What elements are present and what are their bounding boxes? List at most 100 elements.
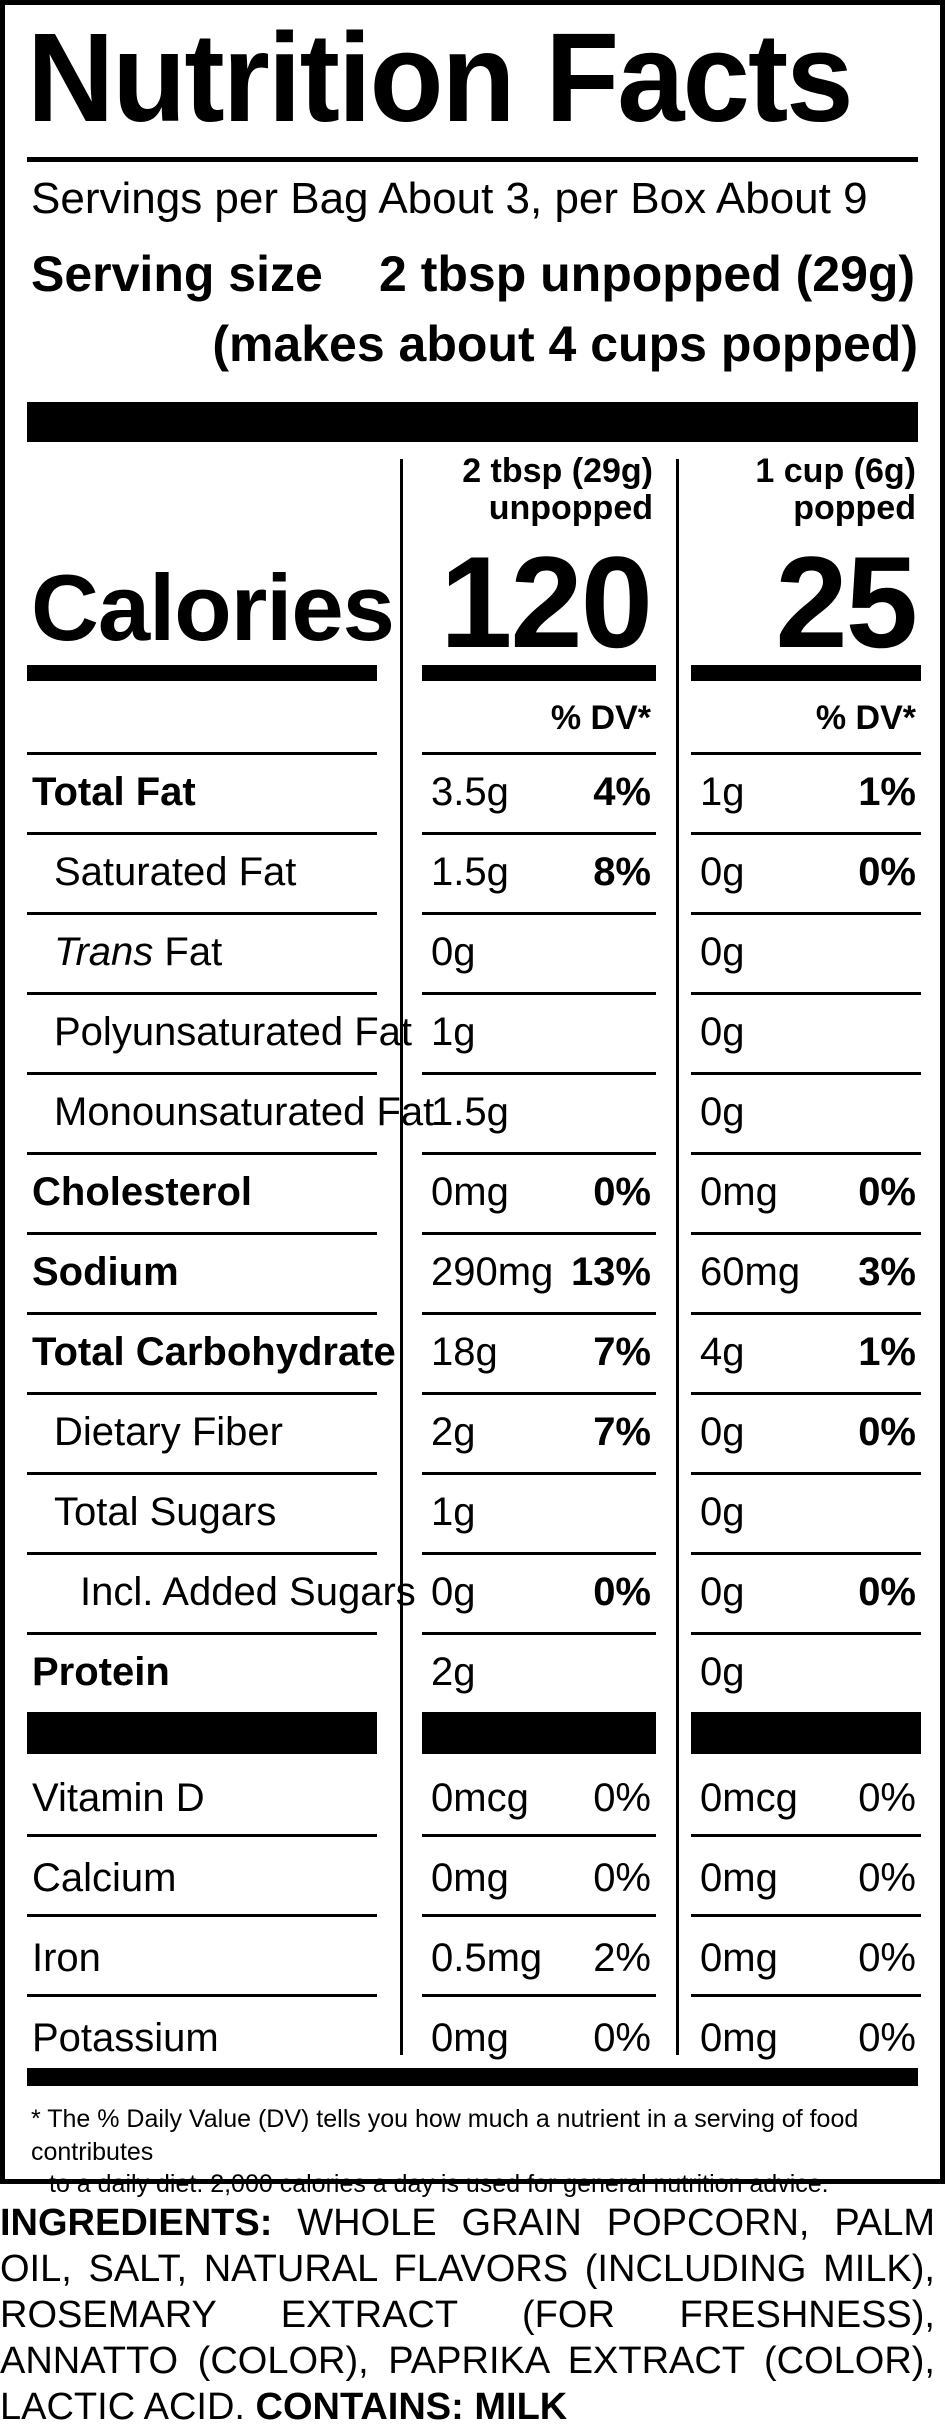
nutrition-facts-panel: Nutrition Facts Servings per Bag About 3… bbox=[0, 0, 945, 2198]
dv-column-2: 1% bbox=[858, 770, 916, 814]
row-rule-label bbox=[27, 1834, 377, 1837]
dv-column-2: 0% bbox=[858, 2016, 916, 2060]
amount-column-1: 1.5g bbox=[431, 850, 509, 894]
row-rule-column-2 bbox=[691, 1834, 921, 1837]
amount-column-1: 2g bbox=[431, 1410, 476, 1454]
serving-size-note: (makes about 4 cups popped) bbox=[212, 316, 918, 372]
row-rule-label bbox=[27, 1072, 377, 1075]
contains-allergen: MILK bbox=[474, 2386, 568, 2428]
row-rule-column-2 bbox=[691, 1392, 921, 1395]
amount-column-2: 4g bbox=[700, 1330, 745, 1374]
nutrient-name-italic: Trans bbox=[54, 930, 154, 974]
contains-label: CONTAINS: bbox=[255, 2386, 464, 2428]
panel-title: Nutrition Facts bbox=[27, 7, 854, 148]
amount-column-2: 0g bbox=[700, 930, 745, 974]
footnote-line-1: * The % Daily Value (DV) tells you how m… bbox=[31, 2105, 859, 2166]
row-rule-column-2 bbox=[691, 1152, 921, 1155]
vitamin-separator-bar-column-2 bbox=[691, 1712, 921, 1754]
amount-column-2: 0g bbox=[700, 1490, 745, 1534]
vitamin-name: Calcium bbox=[32, 1856, 177, 1900]
row-rule-column-2 bbox=[691, 992, 921, 995]
row-rule-label bbox=[27, 1914, 377, 1917]
amount-column-2: 60mg bbox=[700, 1250, 801, 1294]
amount-column-1: 1.5g bbox=[431, 1090, 509, 1134]
row-rule-column-2 bbox=[691, 1552, 921, 1555]
row-rule-column-2 bbox=[691, 1312, 921, 1315]
dv-column-1: 0% bbox=[593, 1856, 651, 1900]
amount-column-1: 0mg bbox=[431, 1170, 509, 1214]
row-rule-column-1 bbox=[422, 1152, 656, 1155]
amount-column-2: 0mg bbox=[700, 1936, 778, 1980]
nutrient-name-text: Sodium bbox=[32, 1250, 179, 1294]
row-rule-label bbox=[27, 1232, 377, 1235]
nutrient-name-text: Monounsaturated Fat bbox=[54, 1090, 435, 1134]
column-2-state: popped bbox=[793, 489, 916, 528]
nutrient-name-text: Dietary Fiber bbox=[54, 1410, 283, 1454]
row-rule-column-1 bbox=[422, 1472, 656, 1475]
calories-rule-column-1 bbox=[422, 665, 656, 681]
dv-column-2: 3% bbox=[858, 1250, 916, 1294]
dv-column-1: 0% bbox=[593, 1570, 651, 1614]
amount-column-2: 0mg bbox=[700, 2016, 778, 2060]
serving-size: Serving size 2 tbsp unpopped (29g) bbox=[31, 249, 915, 299]
calories-rule-column-2 bbox=[691, 665, 921, 681]
amount-column-2: 0mg bbox=[700, 1170, 778, 1214]
nutrient-name: Total Sugars bbox=[54, 1492, 276, 1532]
row-rule-label bbox=[27, 1552, 377, 1555]
nutrient-name-text: Protein bbox=[32, 1650, 170, 1694]
row-rule-label bbox=[27, 1312, 377, 1315]
row-rule-column-2 bbox=[691, 912, 921, 915]
row-rule-column-2 bbox=[691, 1072, 921, 1075]
row-rule-column-1 bbox=[422, 992, 656, 995]
amount-column-1: 2g bbox=[431, 1650, 476, 1694]
dv-column-2: 0% bbox=[858, 1856, 916, 1900]
column-1-serving: 2 tbsp (29g) bbox=[462, 452, 653, 490]
amount-column-1: 1g bbox=[431, 1490, 476, 1534]
dv-column-2: 0% bbox=[858, 1410, 916, 1454]
row-rule-column-1 bbox=[422, 1072, 656, 1075]
row-rule-label bbox=[27, 1472, 377, 1475]
amount-column-1: 0mcg bbox=[431, 1776, 529, 1820]
row-rule-column-1 bbox=[422, 832, 656, 835]
row-rule-column-1 bbox=[422, 1632, 656, 1635]
row-rule-column-1 bbox=[422, 1312, 656, 1315]
amount-column-1: 1g bbox=[431, 1010, 476, 1054]
row-rule-label bbox=[27, 1392, 377, 1395]
calories-column-1: 120 bbox=[440, 529, 653, 675]
row-rule-column-2 bbox=[691, 752, 921, 755]
serving-size-amount: 2 tbsp unpopped (29g) bbox=[379, 246, 916, 302]
vitamin-separator-bar-column-1 bbox=[422, 1712, 656, 1754]
nutrient-name-text: Fat bbox=[153, 930, 223, 974]
row-rule-label bbox=[27, 912, 377, 915]
servings-per-container: Servings per Bag About 3, per Box About … bbox=[31, 174, 868, 223]
nutrient-name-text: Saturated Fat bbox=[54, 850, 297, 894]
row-rule-column-2 bbox=[691, 1232, 921, 1235]
amount-column-1: 0mg bbox=[431, 1856, 509, 1900]
dv-column-1: 2% bbox=[593, 1936, 651, 1980]
row-rule-column-1 bbox=[422, 1232, 656, 1235]
vitamin-name: Iron bbox=[32, 1936, 101, 1980]
nutrient-name-text: Incl. Added Sugars bbox=[80, 1570, 416, 1614]
row-rule-column-2 bbox=[691, 832, 921, 835]
nutrient-name: Polyunsaturated Fat bbox=[54, 1012, 412, 1052]
dv-column-1: 13% bbox=[570, 1250, 651, 1294]
amount-column-2: 0g bbox=[700, 1010, 745, 1054]
column-1-header: 2 tbsp (29g) unpopped bbox=[462, 452, 653, 528]
thick-divider bbox=[27, 402, 918, 442]
amount-column-1: 0mg bbox=[431, 2016, 509, 2060]
dv-column-2: 0% bbox=[858, 1170, 916, 1214]
nutrient-name: Dietary Fiber bbox=[54, 1412, 283, 1452]
amount-column-2: 0g bbox=[700, 850, 745, 894]
nutrient-name-text: Total Sugars bbox=[54, 1490, 277, 1534]
column-2-header: 1 cup (6g) popped bbox=[755, 452, 916, 528]
amount-column-1: 290mg bbox=[431, 1250, 554, 1294]
dv-column-1: 0% bbox=[593, 2016, 651, 2060]
row-rule-column-2 bbox=[691, 1994, 921, 1997]
amount-column-2: 0g bbox=[700, 1650, 745, 1694]
dv-header-column-1: % DV* bbox=[550, 699, 651, 737]
row-rule-column-1 bbox=[422, 1392, 656, 1395]
dv-column-2: 1% bbox=[858, 1330, 916, 1374]
nutrient-name: Incl. Added Sugars bbox=[80, 1572, 416, 1612]
amount-column-1: 0g bbox=[431, 1570, 476, 1614]
calories-column-2: 25 bbox=[775, 529, 918, 675]
